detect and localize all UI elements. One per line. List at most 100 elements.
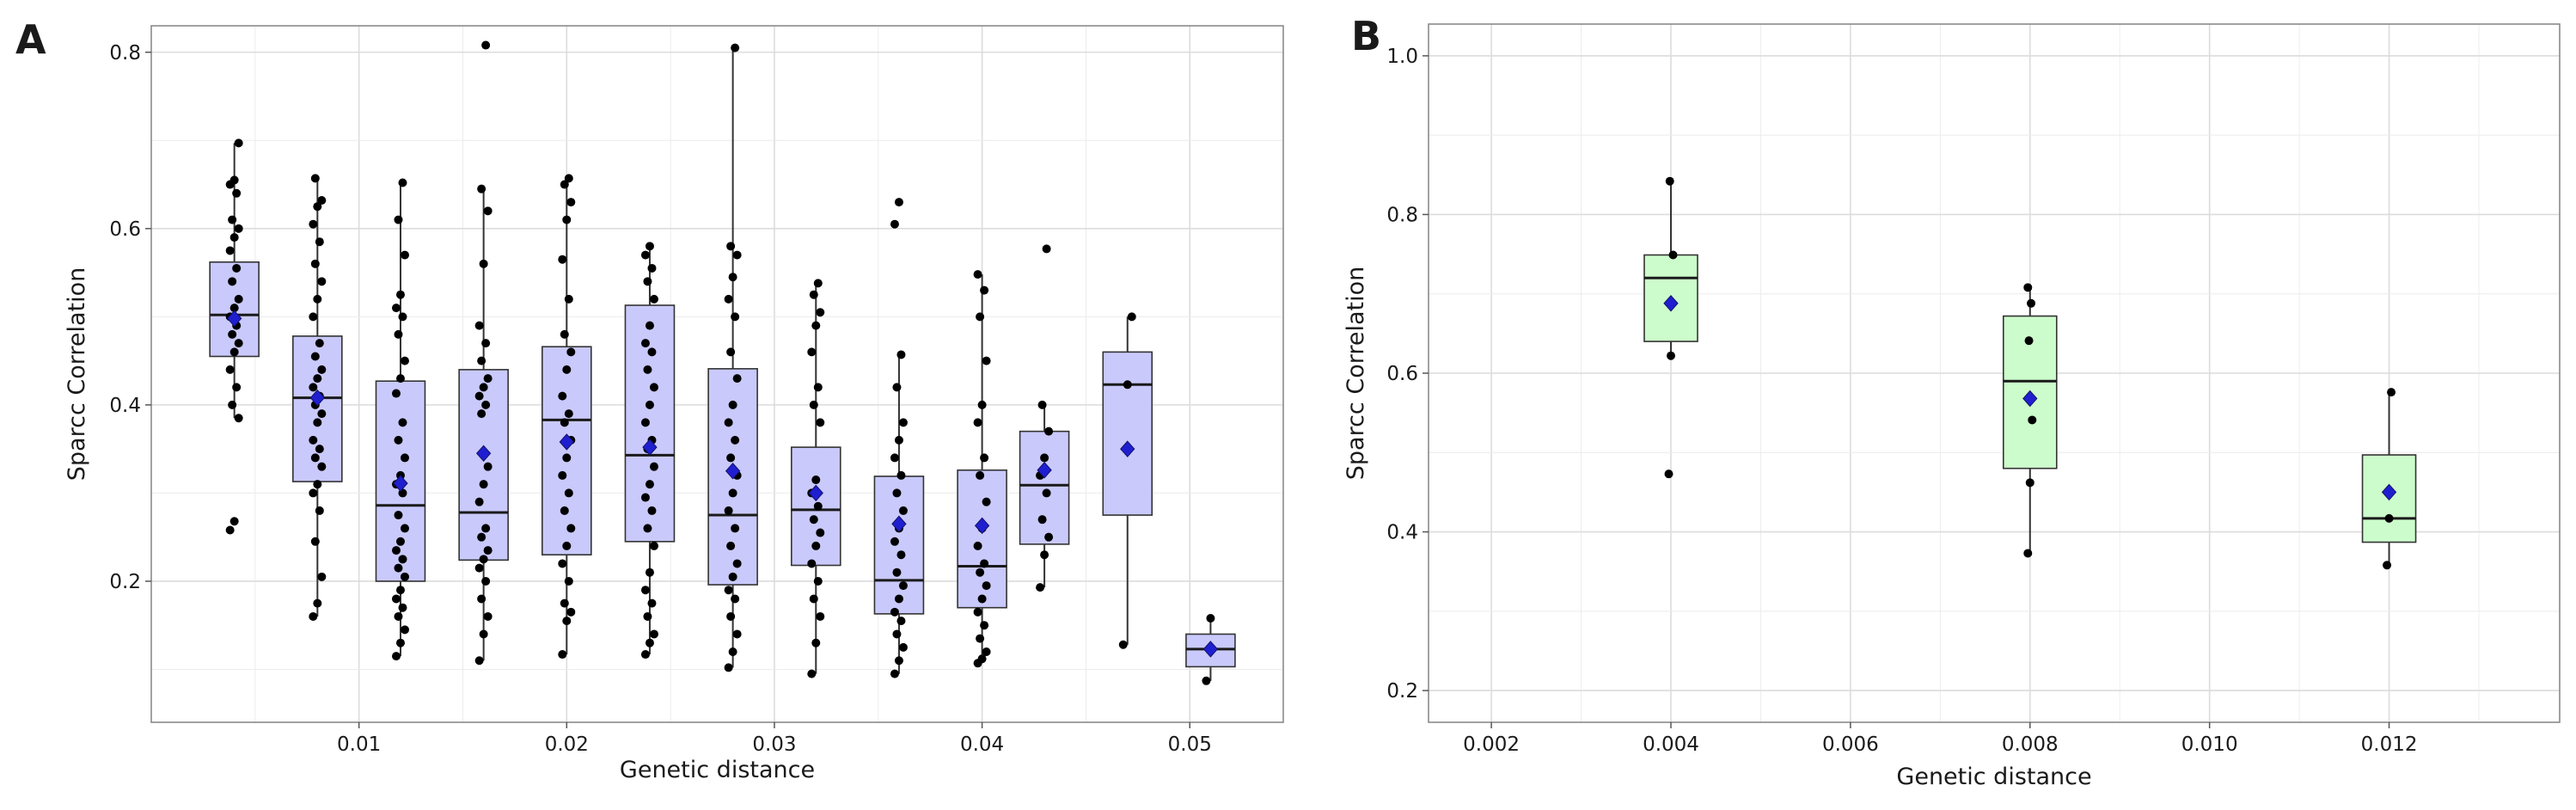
panel-b-data-point <box>2023 549 2033 558</box>
panel-a-mean-marker <box>475 445 492 463</box>
panel-a-data-point <box>310 453 320 463</box>
panel-a-box-group-10 <box>1019 244 1070 592</box>
panel-a-box-group-2 <box>375 178 426 661</box>
panel-a-data-point <box>394 563 403 573</box>
panel-a-data-point <box>1037 515 1047 525</box>
panel-a-mean-marker <box>974 517 990 535</box>
panel-a-box <box>1019 430 1070 545</box>
panel-a-data-point <box>811 321 821 330</box>
panel-a-data-point <box>724 418 733 427</box>
panel-a-data-point <box>647 263 657 273</box>
panel-a-data-point <box>315 339 324 348</box>
panel-a-data-point <box>398 603 407 612</box>
panel-a-data-point <box>391 594 401 604</box>
panel-a-data-point <box>483 546 493 555</box>
panel-a-data-point <box>892 383 902 392</box>
panel-a-box-group-1 <box>292 174 343 621</box>
panel-a-data-point <box>310 352 320 361</box>
panel-a-box-group-5 <box>624 242 676 660</box>
panel-a-data-point <box>1206 614 1215 623</box>
panel-b-box-group-1 <box>2002 283 2058 558</box>
panel-a-data-point <box>976 312 985 322</box>
panel-a-data-point <box>892 488 902 498</box>
panel-a-data-point <box>809 290 818 299</box>
panel-a-data-point <box>564 576 573 586</box>
panel-a-data-point <box>479 259 488 268</box>
panel-a-data-point <box>309 488 318 498</box>
panel-a-data-point <box>229 304 239 313</box>
panel-b-x-tick-label: 0.002 <box>1463 733 1520 756</box>
panel-a-data-point <box>816 528 825 537</box>
panel-a-data-point <box>976 634 985 643</box>
panel-a-data-point <box>728 400 737 409</box>
panel-a-data-point <box>643 277 652 286</box>
panel-a-data-point <box>649 294 658 304</box>
panel-a-mean-marker <box>309 389 325 407</box>
panel-a-data-point <box>309 383 318 392</box>
panel-a-data-point <box>400 356 409 365</box>
panel-a-data-point <box>313 418 322 427</box>
panel-a-box-group-3 <box>458 40 509 666</box>
panel-a-data-point <box>315 237 324 247</box>
panel-a-x-axis-title: Genetic distance <box>620 757 815 783</box>
panel-a-box-group-12 <box>1185 614 1236 685</box>
panel-a-box-group-8 <box>873 198 925 678</box>
panel-a-data-point <box>1036 583 1045 592</box>
panel-b-y-tick-label: 0.6 <box>1386 363 1418 385</box>
panel-a-data-point <box>560 506 569 515</box>
panel-a-y-axis-title: Sparcc Correlation <box>64 267 90 481</box>
panel-a-data-point <box>564 488 573 498</box>
panel-a-data-point <box>649 629 658 639</box>
panel-a-data-point <box>813 383 823 392</box>
panel-a-data-point <box>973 418 982 427</box>
panel-a-data-point <box>309 611 318 621</box>
panel-a-data-point <box>809 594 818 604</box>
panel-a-data-point <box>728 647 737 656</box>
panel-a-data-point <box>477 184 486 193</box>
panel-a-data-point <box>649 383 658 392</box>
panel-a-data-point <box>483 462 493 471</box>
panel-a-data-point <box>562 617 572 626</box>
panel-a-mean-marker <box>1202 641 1219 658</box>
panel-a-data-point <box>732 250 742 260</box>
panel-a-data-point <box>726 347 736 357</box>
panel-b-data-point <box>2024 336 2034 346</box>
panel-a-data-point <box>481 40 491 50</box>
panel-a-data-point <box>977 400 987 409</box>
panel-a-data-point <box>225 365 235 374</box>
panel-a-data-point <box>649 462 658 471</box>
panel-a-data-point <box>398 418 407 427</box>
panel-a-data-point <box>811 476 821 485</box>
panel-a-data-point <box>229 175 239 185</box>
panel-a-data-point <box>483 611 493 621</box>
panel-a-data-point <box>645 242 654 251</box>
panel-a-data-point <box>313 294 322 304</box>
panel-a-data-point <box>726 541 736 550</box>
panel-a-data-point <box>728 488 737 498</box>
panel-a-data-point <box>310 174 320 183</box>
panel-b-data-point <box>2025 478 2034 488</box>
panel-a-data-point <box>898 581 908 591</box>
panel-a-data-point <box>313 374 322 384</box>
panel-b-x-tick-label: 0.012 <box>2361 733 2418 756</box>
panel-a-x-tick-label: 0.01 <box>337 733 381 756</box>
panel-a-x-tick-label: 0.04 <box>960 733 1004 756</box>
panel-b-x-tick-label: 0.006 <box>1822 733 1879 756</box>
panel-a-data-point <box>229 347 239 357</box>
panel-a-data-point <box>896 550 906 560</box>
panel-a-data-point <box>1037 400 1047 409</box>
panel-a-data-point <box>395 586 405 595</box>
panel-b-x-axis-title: Genetic distance <box>1896 764 2091 790</box>
panel-a: A 0.01 0.02 0.03 0.04 0.05 0.2 0.4 0.6 0.8 Geneti… <box>15 16 1284 783</box>
panel-a-data-point <box>892 629 902 639</box>
panel-a-data-point <box>724 506 733 515</box>
panel-a-x-tick-label: 0.03 <box>752 733 796 756</box>
panel-a-data-point <box>229 233 239 242</box>
panel-b-box-group-2 <box>2361 388 2417 570</box>
panel-a-data-point <box>724 294 733 304</box>
panel-a-data-point <box>973 541 982 550</box>
panel-a-data-point <box>982 581 991 591</box>
panel-a-data-point <box>811 541 821 550</box>
panel-a-x-tick-label: 0.02 <box>545 733 589 756</box>
panel-a-data-point <box>1118 640 1128 649</box>
